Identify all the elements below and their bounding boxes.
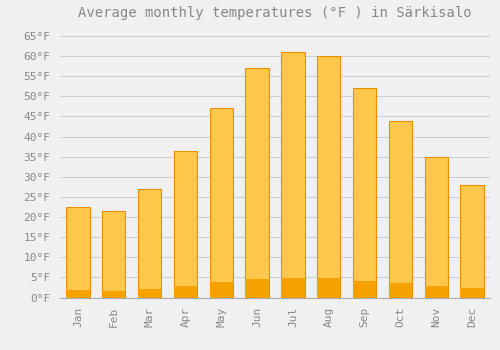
Bar xyxy=(282,52,304,298)
Bar xyxy=(246,68,268,298)
Bar xyxy=(210,108,233,298)
Bar xyxy=(138,289,161,298)
Bar xyxy=(424,157,448,298)
Bar xyxy=(389,284,412,298)
Bar xyxy=(424,286,448,297)
Bar xyxy=(282,278,304,298)
Bar xyxy=(66,207,90,298)
Bar xyxy=(317,56,340,298)
Bar xyxy=(317,278,340,298)
Bar xyxy=(66,290,90,298)
Title: Average monthly temperatures (°F ) in Särkisalo: Average monthly temperatures (°F ) in Sä… xyxy=(78,6,472,20)
Bar xyxy=(102,290,126,298)
Bar xyxy=(210,282,233,298)
Bar xyxy=(389,120,412,298)
Bar xyxy=(102,211,126,298)
Bar xyxy=(138,189,161,298)
Bar xyxy=(174,286,197,298)
Bar xyxy=(246,279,268,298)
Bar xyxy=(174,151,197,298)
Bar xyxy=(460,288,483,298)
Bar xyxy=(353,88,376,298)
Bar xyxy=(460,185,483,298)
Bar xyxy=(353,281,376,297)
